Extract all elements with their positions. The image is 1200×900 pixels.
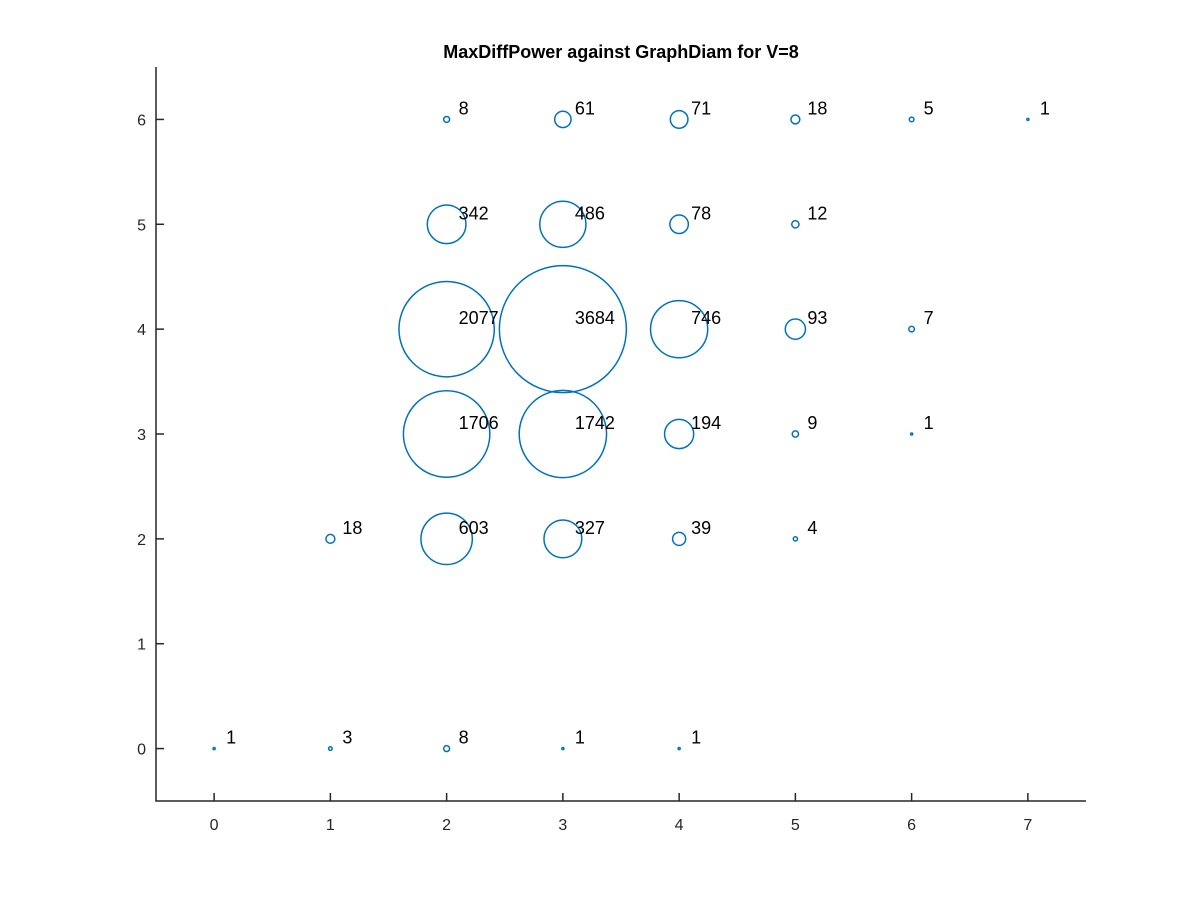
bubble-count-label: 61 <box>575 98 595 118</box>
bubble <box>212 746 216 751</box>
bubble <box>543 519 583 559</box>
y-tick-label: 0 <box>137 742 146 759</box>
bubble-count-label: 1 <box>226 728 236 748</box>
bubble-count-label: 3 <box>342 728 352 748</box>
y-tick-label: 3 <box>137 427 146 444</box>
bubble-count-label: 342 <box>459 203 489 223</box>
bubble-count-label: 1 <box>575 728 585 748</box>
bubble-count-label: 4 <box>807 518 817 538</box>
bubble <box>420 512 474 566</box>
bubble <box>426 204 467 245</box>
bubble <box>561 746 565 751</box>
bubble-count-label: 8 <box>459 728 469 748</box>
bubble-count-label: 327 <box>575 518 605 538</box>
y-tick-label: 2 <box>137 532 146 549</box>
bubble <box>677 746 681 751</box>
y-axis-ticks: 0 1 2 3 4 5 6 <box>137 112 164 759</box>
bubble-count-label: 486 <box>575 203 605 223</box>
bubble <box>553 110 572 129</box>
bubble-count-label: 39 <box>691 518 711 538</box>
bubble-count-label: 1742 <box>575 413 615 433</box>
x-tick-label: 2 <box>442 817 451 834</box>
bubble-count-label: 5 <box>924 98 934 118</box>
bubble-count-label: 746 <box>691 308 721 328</box>
bubble-count-label: 194 <box>691 413 721 433</box>
bubble-count-label: 1706 <box>459 413 499 433</box>
bubble <box>518 389 608 479</box>
bubble <box>908 116 915 123</box>
bubble <box>402 390 491 478</box>
y-tick-label: 1 <box>137 637 146 654</box>
bubble-count-label: 1 <box>924 413 934 433</box>
x-tick-label: 3 <box>558 817 567 834</box>
bubble <box>663 418 695 450</box>
bubble <box>539 200 587 249</box>
bubble-count-label: 1 <box>691 728 701 748</box>
y-tick-label: 5 <box>137 217 146 234</box>
bubble-count-label: 12 <box>807 203 827 223</box>
y-tick-label: 6 <box>137 112 146 129</box>
bubbles-group <box>212 109 1030 753</box>
bubble <box>790 114 801 125</box>
bubble <box>784 318 807 340</box>
x-tick-label: 6 <box>907 817 916 834</box>
bubble-count-label: 93 <box>807 308 827 328</box>
bubble <box>327 746 333 752</box>
bubble-count-label: 1 <box>1040 98 1050 118</box>
bubble <box>442 115 451 124</box>
bubble <box>671 531 687 547</box>
x-tick-label: 7 <box>1023 817 1032 834</box>
bubble-count-label: 18 <box>342 518 362 538</box>
bubble <box>908 325 916 333</box>
bubble <box>498 264 628 394</box>
bubble-count-label: 2077 <box>459 308 499 328</box>
chart-title: MaxDiffPower against GraphDiam for V=8 <box>443 42 799 62</box>
bubble <box>909 432 914 436</box>
bubble-count-label: 78 <box>691 203 711 223</box>
bubble-count-label: 18 <box>807 98 827 118</box>
bubble <box>792 536 799 542</box>
bubble-count-label: 71 <box>691 98 711 118</box>
bubble-count-label: 3684 <box>575 308 615 328</box>
x-tick-label: 1 <box>326 817 335 834</box>
bubble <box>791 430 800 438</box>
bubble-count-label: 9 <box>807 413 817 433</box>
x-tick-label: 4 <box>675 817 684 834</box>
bubble <box>398 280 496 378</box>
axes-frame <box>155 67 1086 802</box>
bubble-count-label: 7 <box>924 308 934 328</box>
bubble <box>1026 117 1030 122</box>
bubble-count-label: 603 <box>459 518 489 538</box>
bubble <box>791 219 800 229</box>
bubble <box>442 744 451 753</box>
bubble <box>669 109 689 129</box>
x-tick-label: 0 <box>210 817 219 834</box>
y-tick-label: 4 <box>137 322 146 339</box>
x-axis-ticks: 0 1 2 3 4 5 6 7 <box>210 793 1032 834</box>
bubble <box>669 214 690 235</box>
bubble <box>325 533 336 545</box>
bubble <box>649 299 709 359</box>
x-tick-label: 5 <box>791 817 800 834</box>
bubble-count-label: 8 <box>459 98 469 118</box>
